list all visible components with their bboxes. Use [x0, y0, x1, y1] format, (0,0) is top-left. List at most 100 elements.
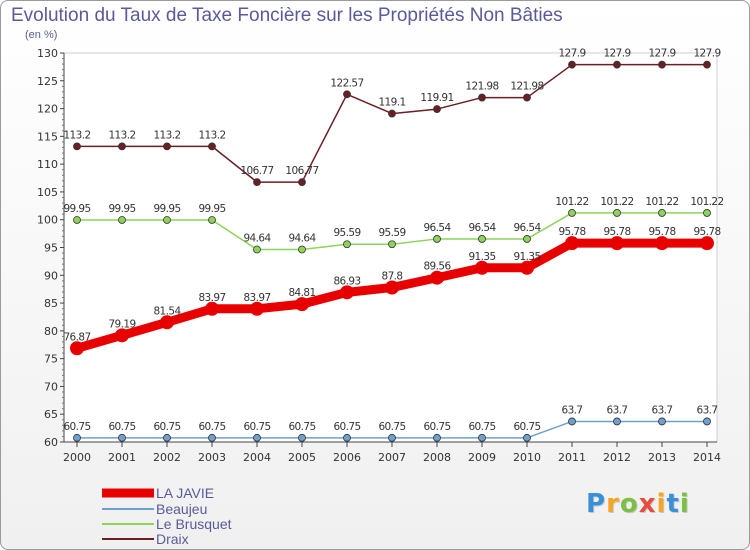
x-tick-label: 2010 [513, 451, 541, 464]
data-label: 81.54 [153, 305, 181, 317]
data-point [613, 60, 621, 69]
data-point [478, 235, 486, 243]
data-label: 83.97 [198, 292, 225, 304]
data-point [73, 216, 81, 224]
data-point [208, 142, 216, 151]
data-label: 127.9 [603, 48, 630, 60]
logo-letter: i [679, 489, 690, 519]
data-point [523, 235, 531, 243]
data-label: 87.8 [382, 271, 403, 283]
data-point [613, 417, 621, 426]
data-label: 95.78 [693, 226, 720, 238]
data-point [703, 209, 711, 217]
data-label: 121.98 [465, 81, 498, 93]
series-la-javie: 76.87 79.19 81.54 83.97 83.97 84.81 86.93 87.8 8… [63, 226, 721, 356]
data-point [478, 433, 486, 442]
data-label: 119.91 [420, 92, 453, 104]
x-tick-label: 2012 [603, 451, 631, 464]
data-label: 101.22 [555, 196, 588, 208]
y-tick-label: 70 [44, 380, 58, 393]
series-draix: 113.2 113.2 113.2 113.2 106.77 106.77 122.57 11… [63, 48, 721, 186]
y-tick-label: 75 [44, 353, 58, 366]
legend-label-le-brusquet: Le Brusquet [156, 516, 232, 532]
data-label: 60.75 [108, 421, 135, 433]
data-label: 127.9 [648, 48, 675, 60]
data-label: 101.22 [645, 196, 678, 208]
data-point [523, 433, 531, 442]
data-label: 95.59 [333, 227, 360, 239]
data-point [163, 216, 171, 224]
y-tick-label: 120 [37, 103, 58, 116]
data-point [298, 245, 306, 254]
data-point [703, 417, 711, 426]
data-label: 99.95 [153, 203, 180, 215]
data-label: 91.35 [513, 251, 540, 263]
data-label: 106.77 [240, 165, 273, 177]
x-tick-label: 2001 [108, 451, 136, 464]
data-label: 60.75 [378, 421, 405, 433]
data-point [568, 417, 576, 426]
data-point [475, 260, 489, 275]
data-point [208, 433, 216, 442]
data-label: 95.78 [648, 226, 675, 238]
data-label: 113.2 [63, 129, 90, 141]
data-label: 83.97 [243, 292, 270, 304]
y-tick-label: 105 [37, 186, 58, 199]
proxiti-logo: Proxiti [586, 489, 690, 519]
logo-letter: t [666, 489, 680, 519]
x-tick-label: 2011 [558, 451, 586, 464]
x-tick-label: 2009 [468, 451, 496, 464]
legend-label-la-javie: LA JAVIE [156, 485, 214, 501]
data-point [565, 236, 579, 251]
data-point [568, 60, 576, 69]
data-label: 63.7 [607, 404, 628, 416]
y-tick-label: 125 [37, 75, 58, 88]
data-point [658, 417, 666, 426]
data-point [343, 90, 351, 99]
data-point [73, 142, 81, 151]
y-tick-label: 110 [37, 158, 58, 171]
data-point [520, 260, 534, 275]
data-label: 63.7 [652, 404, 673, 416]
data-point [160, 315, 174, 330]
data-point [250, 301, 264, 316]
data-label: 94.64 [288, 233, 316, 245]
data-label: 60.75 [468, 421, 495, 433]
x-tick-label: 2000 [63, 451, 91, 464]
data-label: 96.54 [513, 222, 541, 234]
data-point [523, 93, 531, 102]
data-point [343, 433, 351, 442]
data-label: 60.75 [198, 421, 225, 433]
data-point [343, 240, 351, 249]
y-tick-label: 115 [37, 130, 58, 143]
data-label: 106.77 [285, 165, 318, 177]
data-point [655, 236, 669, 251]
data-point [115, 328, 129, 343]
data-label: 60.75 [153, 421, 180, 433]
data-point [205, 301, 219, 316]
data-label: 96.54 [468, 222, 496, 234]
data-point [703, 60, 711, 69]
data-label: 79.19 [108, 318, 135, 330]
data-point [70, 341, 84, 356]
data-label: 127.9 [693, 48, 720, 60]
data-label: 99.95 [198, 203, 225, 215]
data-point [163, 142, 171, 151]
data-label: 127.9 [558, 48, 585, 60]
data-label: 63.7 [697, 404, 718, 416]
data-point [118, 216, 126, 224]
data-label: 91.35 [468, 251, 495, 263]
data-label: 86.93 [333, 275, 360, 287]
data-point [478, 93, 486, 102]
data-point [613, 209, 621, 217]
data-point [253, 433, 261, 442]
data-point [658, 60, 666, 69]
data-label: 63.7 [562, 404, 583, 416]
data-point [388, 240, 396, 249]
data-label: 60.75 [423, 421, 450, 433]
y-tick-label: 60 [44, 436, 58, 449]
logo-letter: i [656, 489, 667, 519]
data-label: 84.81 [288, 287, 315, 299]
